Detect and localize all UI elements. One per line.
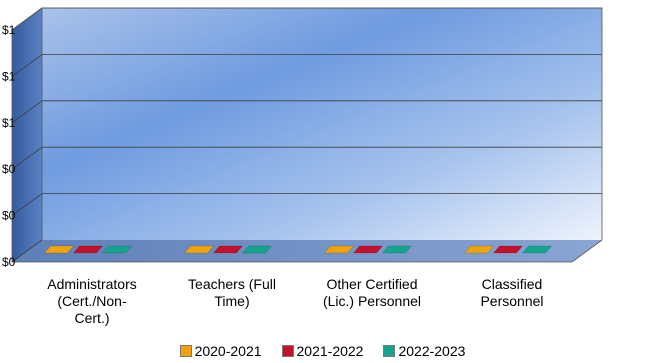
legend-item: 2020-2021 [179, 343, 262, 360]
x-category-label-line: Teachers (Full [188, 276, 276, 292]
legend-item: 2022-2023 [383, 343, 465, 359]
x-category-label: Classified Personnel [447, 276, 577, 310]
x-category-label-line: Other Certified [326, 276, 418, 292]
x-category-label-line: (Cert./Non- [57, 293, 127, 309]
legend-swatch [383, 345, 396, 358]
bar [381, 245, 413, 254]
bar [352, 245, 384, 254]
x-category-label-line: Time) [214, 293, 250, 309]
y-tick-label: $1 [2, 23, 16, 37]
bar [323, 245, 355, 254]
legend-label: 2021-2022 [296, 343, 364, 360]
legend-label: 2020-2021 [194, 343, 262, 360]
bar [241, 245, 273, 254]
y-tick-label: $1 [2, 116, 16, 130]
bar [463, 245, 495, 254]
gridline-side [11, 54, 43, 77]
x-category-label-line: Personnel [480, 293, 544, 309]
back-wall [42, 8, 602, 240]
gridline-side [11, 100, 43, 124]
legend-swatch [179, 345, 192, 358]
x-category-label: Other Certified (Lic.) Personnel [307, 276, 437, 310]
gridline-side [11, 193, 43, 216]
bar [521, 245, 553, 254]
x-category-label-line: Administrators [47, 276, 137, 292]
x-category-label-line: (Lic.) Personnel [322, 293, 422, 309]
bar [72, 245, 104, 254]
legend-item: 2021-2022 [281, 343, 364, 360]
y-tick-label: $0 [2, 209, 16, 223]
x-category-label: Administrators (Cert./Non- Cert.) [27, 276, 157, 327]
y-tick-label: $0 [2, 162, 16, 176]
left-wall [12, 8, 42, 262]
legend-swatch [281, 345, 294, 358]
legend: 2020-2021 2021-2022 2022-2023 [0, 342, 645, 359]
legend-label: 2022-2023 [398, 343, 466, 360]
bar [492, 245, 524, 254]
floor [12, 240, 602, 262]
bar [101, 245, 133, 254]
gridline-side [11, 239, 43, 263]
bar [212, 245, 244, 254]
y-tick-label: $1 [2, 69, 16, 83]
x-category-label-line: Classified [481, 276, 543, 292]
bar [43, 245, 75, 254]
gridline-side [11, 146, 43, 170]
x-category-label: Teachers (Full Time) [167, 276, 297, 310]
bar [183, 245, 215, 254]
x-category-label-line: Cert.) [74, 310, 110, 326]
y-tick-label: $0 [2, 255, 16, 269]
